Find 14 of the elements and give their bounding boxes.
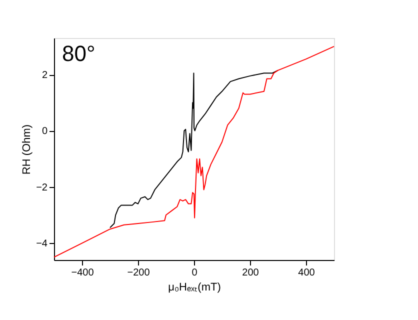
- x-tick-label: −400: [71, 268, 94, 278]
- x-tick-label: 0: [192, 268, 198, 278]
- y-axis-title: RH (Ohm): [21, 124, 34, 175]
- y-tick-label: −2: [36, 182, 48, 194]
- y-tick-label: 2: [42, 70, 48, 82]
- x-axis-title: μ₀Hₑₓₜ(mT): [168, 282, 221, 294]
- line-series: [54, 46, 334, 258]
- y-tick-label: −4: [36, 238, 48, 250]
- line-series: [110, 70, 278, 228]
- annotation: 80°: [62, 41, 96, 66]
- x-tick-label: 400: [298, 268, 316, 278]
- x-tick-label: −200: [127, 268, 150, 278]
- y-tick-label: 0: [42, 126, 48, 138]
- x-tick-label: 200: [242, 268, 260, 278]
